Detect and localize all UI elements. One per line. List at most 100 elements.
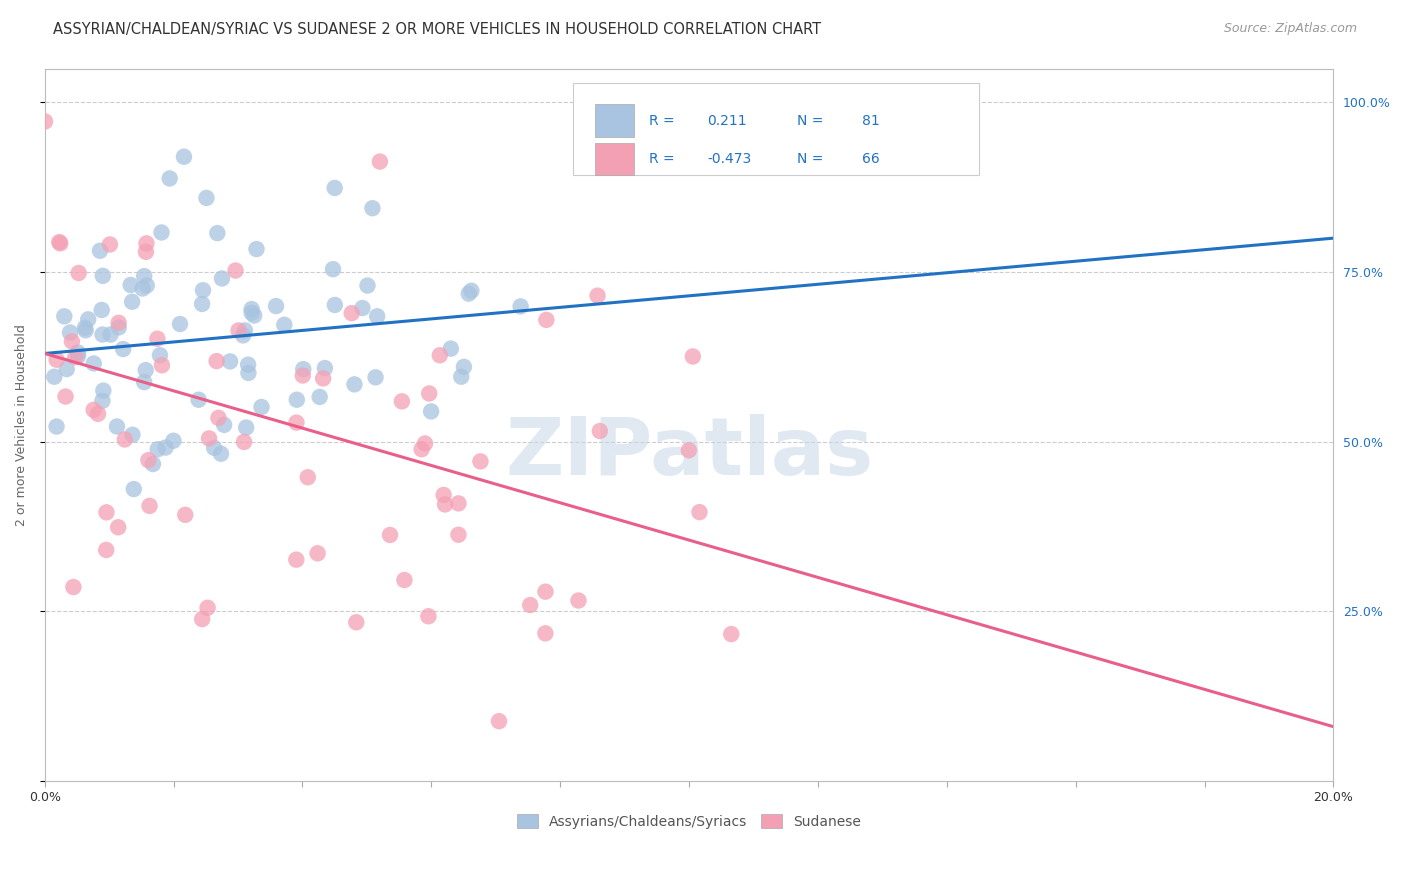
Point <box>120 277 142 292</box>
Point <box>98 237 121 252</box>
Point <box>273 318 295 332</box>
Point <box>191 297 214 311</box>
Point <box>682 350 704 364</box>
Point <box>100 327 122 342</box>
Point <box>460 284 482 298</box>
Point <box>228 323 250 337</box>
Point <box>34 114 56 128</box>
Point <box>112 342 135 356</box>
Point <box>323 298 346 312</box>
Point <box>134 269 156 284</box>
Point <box>307 546 329 560</box>
Point <box>314 361 336 376</box>
Text: Source: ZipAtlas.com: Source: ZipAtlas.com <box>1223 22 1357 36</box>
Point <box>91 327 114 342</box>
Point <box>121 294 143 309</box>
Point <box>447 496 470 510</box>
Point <box>155 441 177 455</box>
Point <box>285 392 308 407</box>
Point <box>238 366 260 380</box>
Point <box>135 244 157 259</box>
Point <box>457 286 479 301</box>
Point <box>131 281 153 295</box>
Point <box>209 447 232 461</box>
Point <box>122 482 145 496</box>
Point <box>250 400 273 414</box>
Point <box>187 392 209 407</box>
Point <box>519 598 541 612</box>
Point <box>135 278 157 293</box>
Point <box>55 362 77 376</box>
Text: N =: N = <box>797 113 828 128</box>
Point <box>240 306 263 320</box>
Point <box>63 351 86 365</box>
Point <box>418 386 440 401</box>
Y-axis label: 2 or more Vehicles in Household: 2 or more Vehicles in Household <box>15 324 28 525</box>
Point <box>361 201 384 215</box>
Point <box>488 714 510 729</box>
Point <box>240 301 263 316</box>
Point <box>191 283 214 297</box>
Point <box>135 236 157 251</box>
FancyBboxPatch shape <box>574 83 979 176</box>
Point <box>202 441 225 455</box>
Point <box>195 191 218 205</box>
Point <box>411 442 433 457</box>
Point <box>159 171 181 186</box>
Point <box>53 310 76 324</box>
Point <box>135 363 157 377</box>
Text: 81: 81 <box>862 113 880 128</box>
Point <box>243 309 266 323</box>
Point <box>413 436 436 450</box>
Point <box>536 313 558 327</box>
Point <box>146 442 169 457</box>
Point <box>211 271 233 285</box>
Point <box>48 235 70 249</box>
Point <box>292 362 315 376</box>
Point <box>73 320 96 334</box>
Point <box>312 371 335 385</box>
Point <box>207 410 229 425</box>
Point <box>420 404 443 418</box>
Point <box>453 359 475 374</box>
Point <box>447 527 470 541</box>
Point <box>678 443 700 458</box>
Legend: Assyrians/Chaldeans/Syriacs, Sudanese: Assyrians/Chaldeans/Syriacs, Sudanese <box>512 809 866 835</box>
Point <box>720 627 742 641</box>
Point <box>285 552 308 566</box>
Point <box>534 584 557 599</box>
Point <box>89 244 111 258</box>
Point <box>59 326 82 340</box>
Point <box>162 434 184 448</box>
Point <box>434 498 457 512</box>
Point <box>470 454 492 468</box>
Text: R =: R = <box>650 152 679 166</box>
Point <box>356 278 378 293</box>
Point <box>191 612 214 626</box>
Point <box>219 354 242 368</box>
Text: R =: R = <box>650 113 679 128</box>
Point <box>364 370 387 384</box>
Text: N =: N = <box>797 152 828 166</box>
Point <box>207 226 229 240</box>
Point <box>138 453 160 467</box>
Point <box>114 433 136 447</box>
Point <box>429 348 451 362</box>
Text: 0.211: 0.211 <box>707 113 747 128</box>
Point <box>322 262 344 277</box>
Point <box>66 345 89 359</box>
Point <box>212 417 235 432</box>
Point <box>394 573 416 587</box>
Point <box>90 303 112 318</box>
Point <box>174 508 197 522</box>
Point <box>60 334 83 349</box>
Point <box>232 328 254 343</box>
Point <box>197 600 219 615</box>
Point <box>308 390 330 404</box>
Point <box>343 377 366 392</box>
Point <box>67 349 90 363</box>
Point <box>169 317 191 331</box>
Point <box>96 505 118 519</box>
Point <box>149 348 172 362</box>
Text: ASSYRIAN/CHALDEAN/SYRIAC VS SUDANESE 2 OR MORE VEHICLES IN HOUSEHOLD CORRELATION: ASSYRIAN/CHALDEAN/SYRIAC VS SUDANESE 2 O… <box>53 22 821 37</box>
